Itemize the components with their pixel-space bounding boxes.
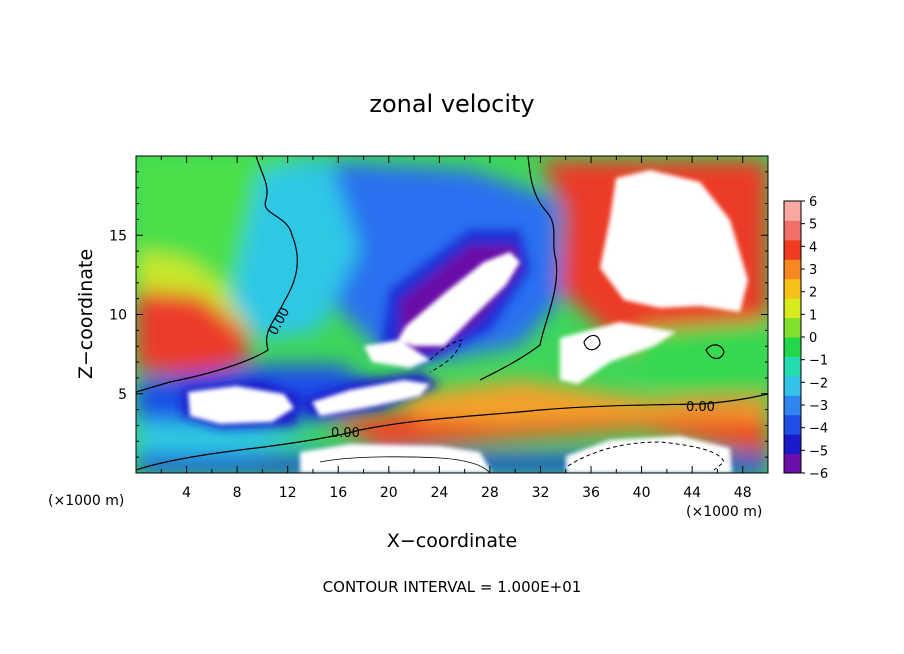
saturated-positive-core-upper-right (600, 170, 748, 312)
colorbar-swatch (784, 298, 801, 319)
thin-contour-bottom (319, 456, 491, 473)
x-tick-label: 12 (279, 485, 297, 501)
x-axis-label: X−coordinate (387, 530, 517, 552)
cyan-halo (230, 160, 360, 340)
colorbar-swatch (784, 201, 801, 221)
zero-contour-right (479, 156, 558, 381)
y-tick-label: 5 (118, 387, 127, 403)
colorbar-label: −4 (809, 422, 828, 437)
x-unit-left: (×1000 m) (48, 493, 124, 509)
saturated-positive-core-bottom (300, 444, 492, 473)
saturated-positive-core-right-band (560, 322, 676, 384)
x-tick-label: 24 (430, 485, 448, 501)
x-tick-label: 8 (233, 485, 242, 501)
saturated-negative-core-left (188, 386, 294, 424)
colorbar-swatch (784, 356, 801, 377)
colorbar-swatch (784, 239, 801, 260)
colorbar-swatch (784, 337, 801, 357)
colorbar-swatch (784, 395, 801, 416)
colorbar-label: 4 (809, 240, 817, 255)
colorbar-label: 1 (809, 308, 817, 323)
colorbar-label: −6 (809, 467, 828, 482)
y-tick-label: 10 (109, 308, 127, 324)
x-tick-label: 44 (683, 485, 701, 501)
saturated-negative-core-center (398, 252, 520, 346)
colorbar-label: 6 (809, 195, 817, 210)
contour-interval-note: CONTOUR INTERVAL = 1.000E+01 (323, 578, 582, 596)
colorbar-swatch (784, 220, 801, 241)
chart-title: zonal velocity (369, 90, 534, 118)
colorbar-label: 5 (809, 218, 817, 233)
y-tick-label: 15 (109, 228, 127, 244)
colorbar-label: −1 (809, 354, 828, 369)
x-axis-ticks: 4 8 12 16 20 24 28 32 36 40 44 48 (160, 156, 752, 501)
colorbar-swatch (784, 278, 801, 299)
saturated-positive-core-bottom-right (566, 436, 732, 473)
x-tick-label: 16 (329, 485, 347, 501)
colorbar-swatch (784, 259, 801, 280)
y-axis-label: Z−coordinate (75, 249, 97, 379)
colorbar-label: 2 (809, 286, 817, 301)
colorbar-label: 0 (809, 331, 817, 346)
colorbar-label: −2 (809, 376, 828, 391)
x-tick-label: 4 (182, 485, 191, 501)
colorbar-swatch (784, 434, 801, 455)
x-tick-label: 40 (633, 485, 651, 501)
saturated-negative-core-middle (312, 380, 430, 416)
colorbar-label: 3 (809, 263, 817, 278)
colorbar-swatch (784, 453, 801, 474)
contour-label-lower: 0.00 (331, 426, 360, 441)
zero-contour-lower (136, 393, 768, 471)
zero-contour-upper (136, 156, 298, 393)
left-red-region (136, 290, 250, 375)
dashed-contour-bottom-right (567, 441, 725, 471)
x-tick-label: 36 (582, 485, 600, 501)
x-unit-right: (×1000 m) (686, 504, 762, 520)
x-tick-label: 48 (734, 485, 752, 501)
y-axis-ticks: 5 10 15 (109, 171, 768, 458)
colorbar-label: −3 (809, 399, 828, 414)
x-tick-label: 28 (481, 485, 499, 501)
zero-contour-small-loop (583, 334, 601, 351)
x-tick-label: 32 (532, 485, 550, 501)
colorbar-swatch (784, 317, 801, 338)
colorbar-swatch (784, 414, 801, 435)
saturated-negative-tip (364, 340, 430, 368)
colorbar: 6 5 4 3 2 1 0 −1 −2 −3 −4 −5 −6 (783, 195, 828, 482)
zero-contour-green-pocket (705, 344, 725, 360)
contour-label-right: 0.00 (686, 400, 715, 415)
velocity-field (136, 156, 768, 473)
x-tick-label: 20 (380, 485, 398, 501)
dashed-contour-center (429, 339, 463, 373)
colorbar-swatch (784, 375, 801, 396)
colorbar-label: −5 (809, 444, 828, 459)
